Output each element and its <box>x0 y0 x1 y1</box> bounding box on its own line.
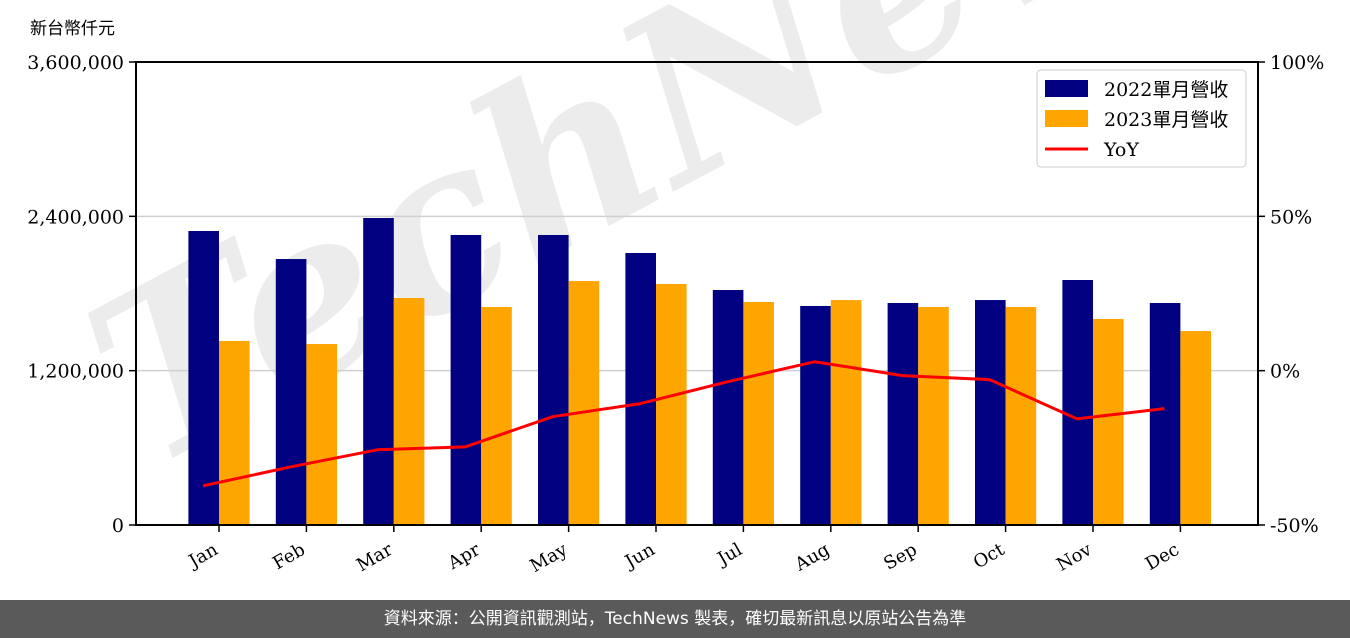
x-tick-label: May <box>527 539 572 577</box>
bar-2023-oct <box>1005 307 1037 525</box>
bar-2023-jul <box>743 301 774 525</box>
bar-2022-may <box>538 234 569 526</box>
plot-frame <box>135 61 1259 526</box>
bar-2022-jun <box>625 252 656 526</box>
bar-2023-feb <box>306 344 337 525</box>
x-tick-label: Dec <box>1142 539 1183 575</box>
y-tick-label: 1,200,000 <box>27 361 124 383</box>
bar-2023-jun <box>656 283 687 525</box>
x-tick-label: Mar <box>353 539 397 576</box>
bar-2022-jan <box>188 230 219 525</box>
legend-label: 2023單月營收 <box>1104 109 1228 131</box>
bar-2023-may <box>568 281 600 525</box>
y-tick-label: 2,400,000 <box>27 206 124 228</box>
bar-2023-aug <box>830 300 862 525</box>
y2-tick-label: -50% <box>1270 515 1319 537</box>
yoy-line <box>202 360 1165 488</box>
x-tick-label: Jun <box>620 539 659 574</box>
bar-2023-sep <box>918 307 949 525</box>
source-footer: 資料來源：公開資訊觀測站，TechNews 製表，確切最新訊息以原站公告為準 <box>0 600 1350 638</box>
y2-tick-label: 0% <box>1270 361 1300 383</box>
legend: 2022單月營收 2023單月營收 YoY <box>1036 69 1247 168</box>
legend-swatch <box>1045 110 1088 127</box>
legend-label: YoY <box>1103 139 1139 161</box>
bar-2022-jul <box>712 290 744 525</box>
x-tick-label: Sep <box>880 539 920 574</box>
legend-box <box>1036 69 1247 168</box>
bar-2023-mar <box>393 298 425 525</box>
x-tick-label: Nov <box>1053 539 1096 576</box>
bar-2022-mar <box>363 218 394 525</box>
y-axis-label: 新台幣仟元 <box>30 19 115 39</box>
x-tick-label: Apr <box>444 539 484 574</box>
bar-2022-dec <box>1149 303 1181 525</box>
bars <box>188 218 1211 526</box>
bar-2022-aug <box>800 305 831 525</box>
x-tick-label: Oct <box>970 539 1009 574</box>
y2-tick-label: 50% <box>1270 206 1312 228</box>
yoy-line-path <box>202 360 1165 488</box>
y-tick-label: 0 <box>112 515 124 537</box>
x-tick-label: Aug <box>791 539 834 576</box>
bar-2023-apr <box>481 307 512 525</box>
bar-2022-nov <box>1062 279 1093 525</box>
revenue-chart: TechNews 01,200,0002,400,0003,600,000-50… <box>27 0 1324 577</box>
legend-swatch <box>1045 80 1088 97</box>
bar-2023-jan <box>219 340 250 525</box>
bar-2022-oct <box>975 300 1006 525</box>
bar-2022-feb <box>275 259 307 525</box>
bar-2023-dec <box>1180 331 1211 525</box>
legend-label: 2022單月營收 <box>1104 79 1228 101</box>
y-tick-label: 3,600,000 <box>27 52 124 74</box>
x-tick-label: Jan <box>184 539 222 573</box>
bar-2022-sep <box>887 303 919 525</box>
x-tick-label: Jul <box>712 539 746 571</box>
x-tick-label: Feb <box>269 539 309 574</box>
bar-2023-nov <box>1093 318 1124 525</box>
bar-2022-apr <box>450 234 482 526</box>
y2-tick-label: 100% <box>1270 52 1324 74</box>
